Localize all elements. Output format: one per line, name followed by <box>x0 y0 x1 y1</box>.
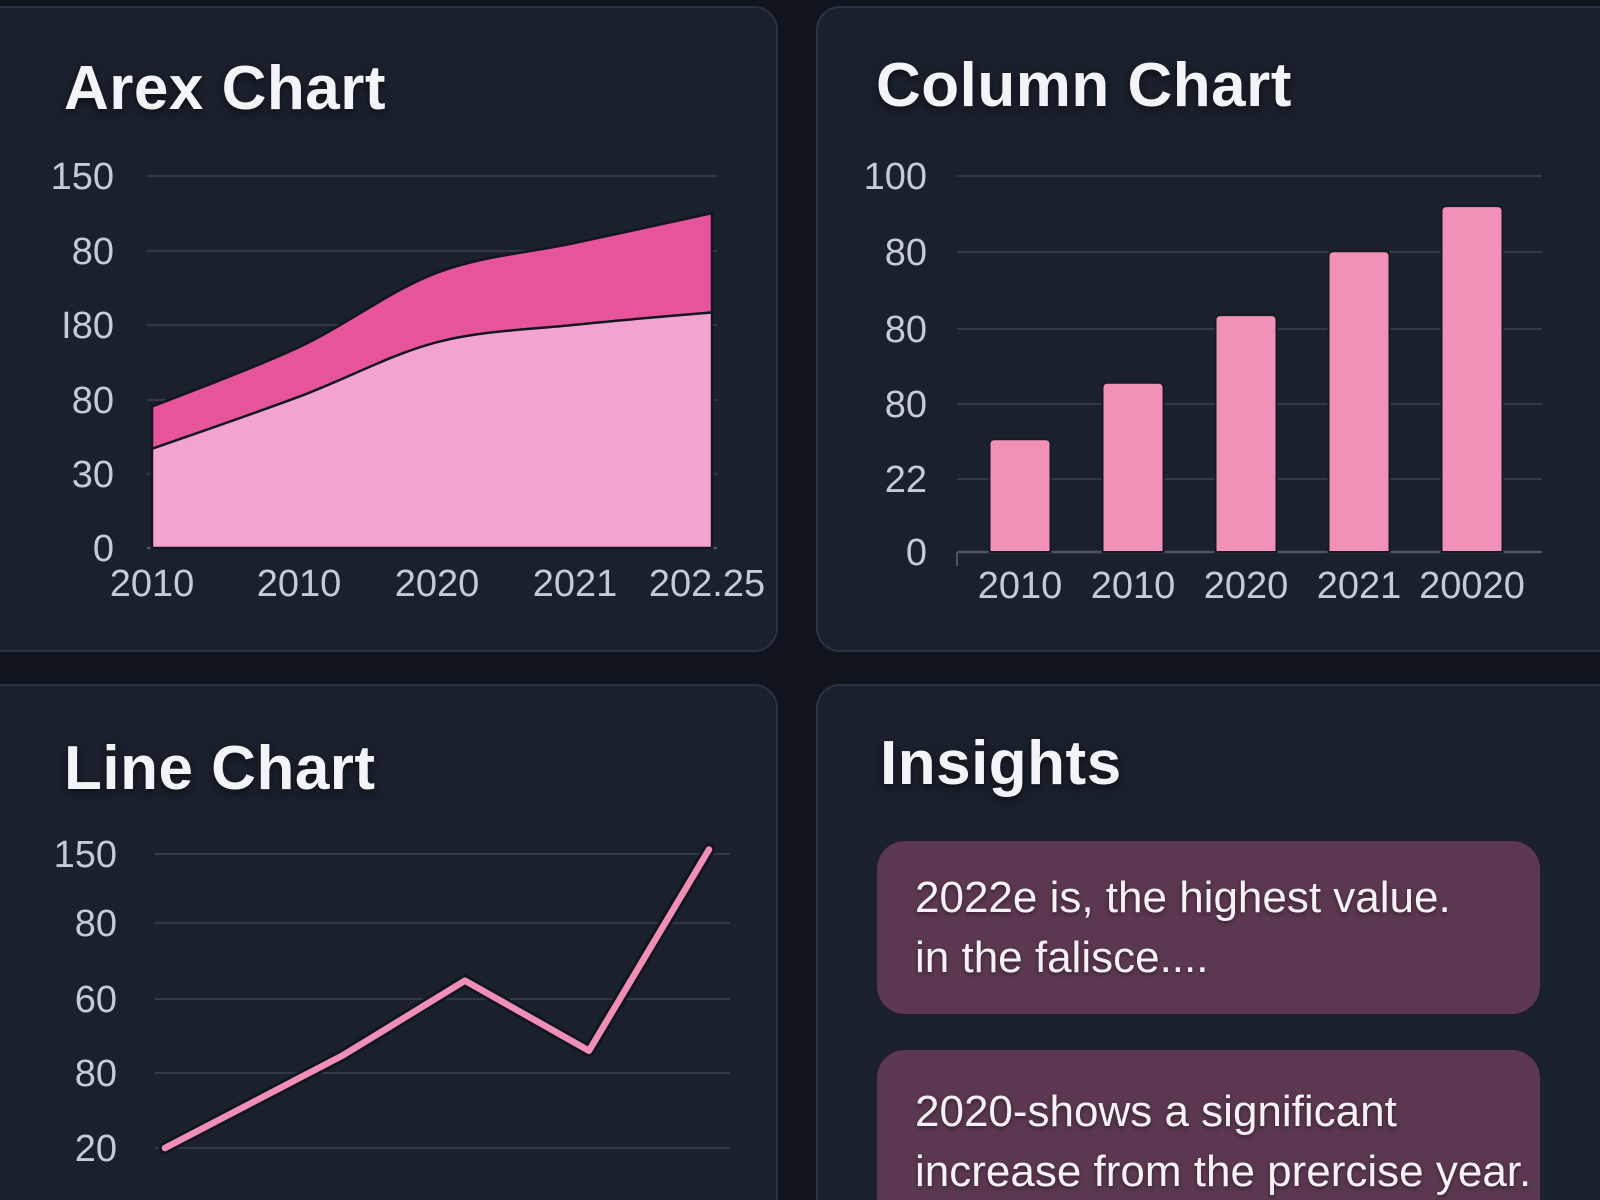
svg-text:30: 30 <box>72 454 114 496</box>
area-chart-title: Arex Chart <box>64 54 386 123</box>
svg-text:2010: 2010 <box>257 563 342 605</box>
column-chart-canvas: 100 80 80 80 22 0 2010 2010 2020 2021 20020 <box>864 156 1542 607</box>
svg-text:202.25: 202.25 <box>649 563 765 605</box>
line-chart-panel: Line Chart 150 80 60 80 20 <box>0 684 778 1200</box>
svg-text:80: 80 <box>885 309 927 351</box>
line-chart-canvas: 150 80 60 80 20 <box>54 834 730 1170</box>
svg-text:2021: 2021 <box>1317 565 1402 607</box>
insight-card[interactable]: 2022e is, the highest value. in the fali… <box>877 841 1540 1014</box>
area-chart-panel: Arex Chart 150 80 I80 80 30 0 2010 2010 2020 2021… <box>0 6 778 652</box>
line-chart-title: Line Chart <box>64 734 376 803</box>
svg-text:2010: 2010 <box>978 565 1063 607</box>
svg-text:22: 22 <box>885 459 927 501</box>
insight-text-line: in the falisce.... <box>915 933 1209 982</box>
insight-text-line: 2022e is, the highest value. <box>915 873 1451 922</box>
svg-text:80: 80 <box>75 903 117 945</box>
svg-text:150: 150 <box>54 834 117 876</box>
svg-text:20020: 20020 <box>1419 565 1525 607</box>
svg-text:2021: 2021 <box>533 563 618 605</box>
svg-text:80: 80 <box>75 1053 117 1095</box>
svg-text:2010: 2010 <box>110 563 195 605</box>
svg-text:0: 0 <box>93 528 114 570</box>
svg-text:20: 20 <box>75 1128 117 1170</box>
svg-text:80: 80 <box>885 384 927 426</box>
svg-text:0: 0 <box>906 532 927 574</box>
column-chart-title: Column Chart <box>876 51 1292 120</box>
column-chart-panel: Column Chart 100 80 80 80 22 0 2010 2010 2020 202… <box>816 6 1600 652</box>
insights-title: Insights <box>880 729 1122 798</box>
svg-text:2010: 2010 <box>1091 565 1176 607</box>
svg-text:2020: 2020 <box>395 563 480 605</box>
svg-text:100: 100 <box>864 156 927 198</box>
svg-text:I80: I80 <box>61 305 114 347</box>
svg-text:2020: 2020 <box>1204 565 1289 607</box>
svg-text:150: 150 <box>51 156 114 198</box>
insight-text-line: 2020-shows a significant <box>915 1087 1397 1136</box>
svg-text:80: 80 <box>72 231 114 273</box>
svg-text:80: 80 <box>72 380 114 422</box>
svg-text:60: 60 <box>75 979 117 1021</box>
insights-panel: Insights 2022e is, the highest value. in… <box>816 684 1600 1200</box>
svg-text:80: 80 <box>885 232 927 274</box>
insight-card[interactable]: 2020-shows a significant increase from t… <box>877 1050 1540 1200</box>
insight-text-line: increase from the prercise year. <box>915 1147 1532 1196</box>
